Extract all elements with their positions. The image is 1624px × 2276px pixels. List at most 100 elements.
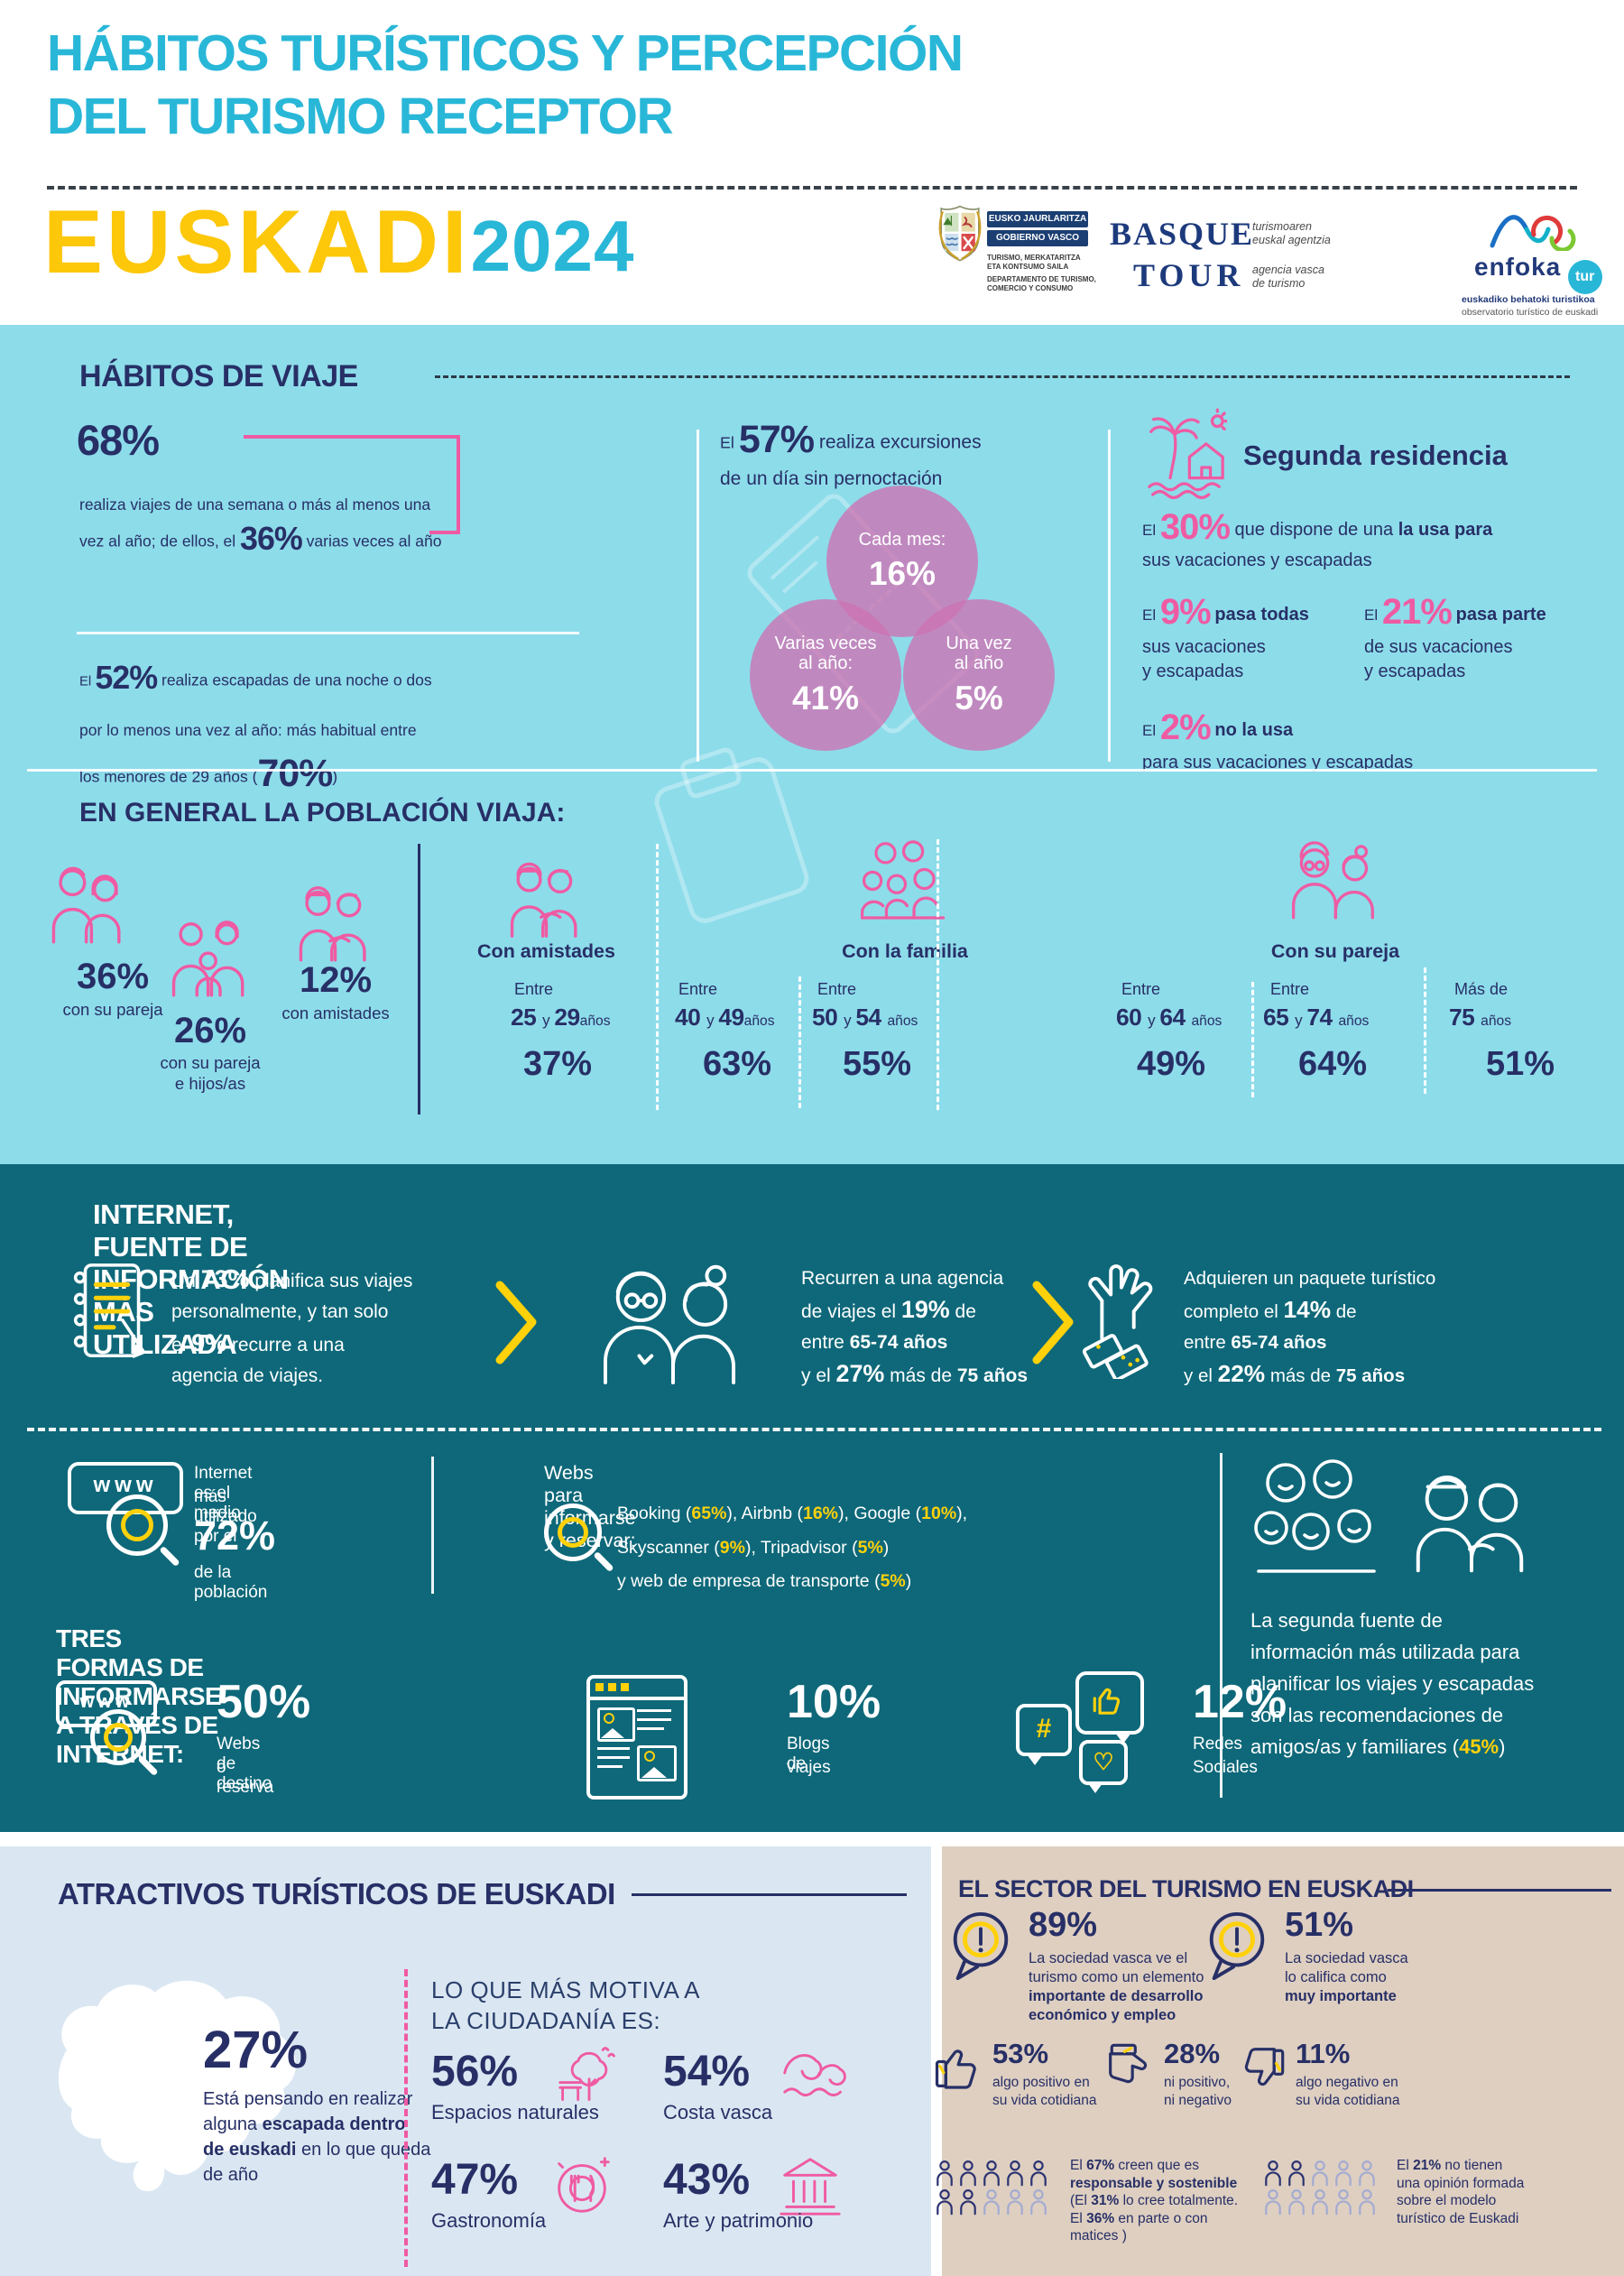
col-25-29-pre: Entre [514, 980, 554, 998]
sr-9-line: El 9% pasa todas [1142, 592, 1309, 632]
atractivos-title-line [632, 1893, 907, 1896]
circle-una-vez-value: 5% [955, 679, 1003, 717]
basquetour-word-1: BASQUE [1110, 216, 1255, 252]
couple-icon [51, 866, 121, 944]
enfokatur-tur-badge: tur [1567, 260, 1602, 294]
gov-dept-eu: TURISMO, MERKATARITZA ETA KONTSUMO SAILA [987, 254, 1081, 272]
thumb-neutral-icon [1109, 2043, 1148, 2084]
sr-21-line3: y escapadas [1364, 662, 1466, 681]
habitos-left-separator [77, 632, 579, 634]
poblacion-dash-3 [937, 839, 939, 1110]
webs-line3: y web de empresa de transporte (5%) [617, 1571, 912, 1591]
col-50-54-value: 55% [842, 1045, 912, 1083]
column-divider-right [1108, 430, 1111, 762]
internet-dashed-divider [27, 1428, 1601, 1431]
col-50-54-age: 50 y 54 años [812, 1004, 918, 1031]
stat-68-text-line2: vez al año; de ellos, el 36% varias vece… [79, 521, 442, 557]
form-webs-label1: Webs de destino [217, 1735, 272, 1793]
hand-tickets-icon [1082, 1264, 1153, 1379]
gov-dept-es-l2: COMERCIO Y CONSUMO [987, 284, 1074, 292]
elderly-couple-white-icon [603, 1264, 736, 1384]
stat-68-connector-line [244, 435, 460, 534]
gov-dept-eu-l2: ETA KONTSUMO SAILA [987, 263, 1069, 271]
circle-cada-mes-label: Cada mes: [858, 530, 946, 550]
sector-28-label-l1: ni positivo, [1164, 2075, 1231, 2090]
sr-2-line: El 2% no la usa [1142, 708, 1294, 747]
column-divider-left [697, 430, 699, 762]
poblacion-dash-2 [798, 976, 801, 1108]
col-60-64-age: 60 y 64 años [1116, 1004, 1223, 1031]
heart-glyph: ♡ [1093, 1748, 1114, 1775]
poblacion-dash-1 [656, 844, 659, 1110]
col-40-49-pre: Entre [678, 980, 718, 998]
exclamation-bubble-icon-1 [953, 1911, 1009, 1981]
crowd-21-icon [1261, 2159, 1386, 2216]
palm-house-icon [1148, 408, 1227, 500]
atractivos-value: 27% [203, 2021, 309, 2079]
sector-89-text: La sociedad vasca ve el turismo como un e… [1029, 1950, 1204, 2023]
section-internet-background [0, 1164, 1624, 1832]
crowd-faces-icon [1254, 1459, 1376, 1573]
internet-medio-line3: de la población [194, 1563, 268, 1602]
sr-9-line2: sus vacaciones [1142, 637, 1266, 657]
stat-68-text-line1: realiza viajes de una semana o más al me… [79, 495, 431, 513]
sector-title-line [1388, 1889, 1611, 1892]
basquetour-tagline-es-l1: agencia vasca [1252, 264, 1324, 276]
atractivos-pink-dashed-divider [404, 1969, 408, 2267]
friends-pair-white-icon [1416, 1475, 1524, 1573]
sector-89-value: 89% [1029, 1906, 1098, 1944]
motiva-costa-value: 54% [663, 2048, 751, 2096]
friends-group-icon [510, 862, 577, 938]
webs-line2: Skyscanner (9%), Tripadvisor (5%) [617, 1538, 890, 1558]
stat-pareja-label: con su pareja [62, 1000, 163, 1019]
motiva-arte-value: 43% [663, 2156, 751, 2204]
col-75-age: 75 años [1449, 1004, 1512, 1031]
circle-una-vez-label1: Una vez [946, 633, 1012, 653]
basque-government-shield-icon [938, 205, 982, 262]
brand-euskadi: EUSKADI [43, 191, 471, 291]
page-title-line1: HÁBITOS TURÍSTICOS Y PERCEPCIÓN [47, 24, 964, 82]
poblacion-divider-navy [418, 844, 420, 1115]
gov-bar-1: EUSKO JAURLARITZA [987, 211, 1088, 227]
excursiones-line2: de un día sin pernoctación [720, 468, 943, 489]
basquetour-tagline-eu-l1: turismoaren [1252, 220, 1312, 233]
magnifier-icon-3 [90, 1709, 159, 1777]
exclamation-bubble-icon-2 [1209, 1911, 1265, 1981]
sector-title: EL SECTOR DEL TURISMO EN EUSKADI [958, 1875, 1414, 1902]
page-title-line2: DEL TURISMO RECEPTOR [47, 88, 674, 145]
brand-year: 2024 [470, 206, 635, 286]
blog-icon [586, 1675, 687, 1800]
euskadi-map-silhouette [58, 1980, 296, 2192]
sector-28-label-l2: ni negativo [1164, 2092, 1232, 2108]
basquetour-tagline-eu: turismoaren euskal agentzia [1252, 220, 1331, 247]
internet-stat-agencia: Recurren a una agencia de viajes el 19% d… [801, 1268, 1029, 1387]
habitos-title: HÁBITOS DE VIAJE [79, 359, 358, 393]
internet-medio-line1: Internet es el medio [194, 1464, 253, 1522]
motiva-gastronomia-value: 47% [431, 2156, 519, 2204]
notepad-pencil-icon [73, 1263, 146, 1359]
habitos-title-dashes [435, 375, 1570, 378]
magnifier-icon-2 [544, 1503, 614, 1573]
sector-53-value: 53% [992, 2038, 1049, 2069]
gov-dept-es: DEPARTAMENTO DE TURISMO, COMERCIO Y CONS… [987, 275, 1096, 293]
sector-53-label-l1: algo positivo en [992, 2075, 1090, 2090]
sr-21-line2: de sus vacaciones [1364, 637, 1513, 657]
col-65-74-age: 65 y 74 años [1263, 1004, 1370, 1031]
internet-divider-2 [1220, 1453, 1223, 1798]
poblacion-dash-5 [1424, 967, 1426, 1094]
col-65-74-pre: Entre [1270, 980, 1310, 998]
basquetour-tagline-es: agencia vasca de turismo [1252, 264, 1324, 291]
col-60-64-value: 49% [1136, 1045, 1206, 1083]
circle-cada-mes-value: 16% [868, 555, 937, 593]
habitos-wide-separator [27, 769, 1597, 772]
motiva-gastronomia-label: Gastronomía [431, 2209, 547, 2232]
basquetour-tagline-eu-l2: euskal agentzia [1252, 234, 1331, 246]
form-webs-value: 50% [217, 1676, 311, 1728]
circle-varias-veces: Varias veces al año: 41% [750, 599, 901, 751]
group-familia-title: Con la familia [842, 940, 968, 962]
form-redes-label1: Redes [1193, 1735, 1242, 1753]
sector-21-text: El 21% no tienen una opinión formada sobre… [1397, 2158, 1525, 2226]
stat-52-text-line3: los menores de 29 años (70%) [79, 752, 338, 795]
col-75-value: 51% [1485, 1045, 1555, 1083]
